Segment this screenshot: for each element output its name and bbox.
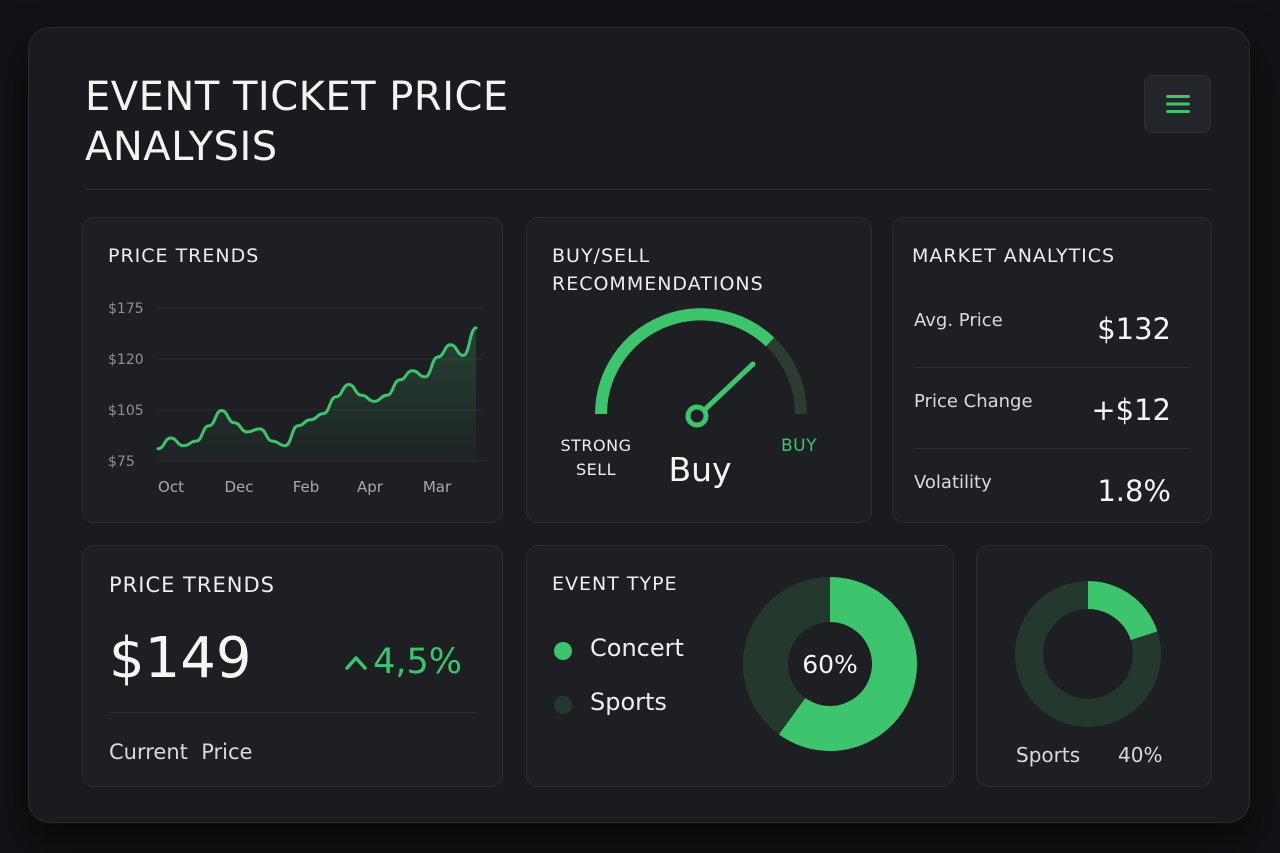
current-price-card: PRICE TRENDS $149 4,5% Current Price (82, 545, 503, 787)
donut-center-label: 60% (802, 650, 858, 679)
avg-price-label: Avg. Price (914, 310, 1003, 331)
hamburger-menu-icon (1166, 95, 1190, 113)
stat-divider (914, 448, 1190, 449)
x-tick-label: Feb (293, 478, 320, 496)
recommendation-value: Buy (668, 450, 732, 489)
donut-slice-sports (1088, 581, 1158, 641)
price-trend-area (158, 327, 476, 461)
x-tick-label: Mar (423, 478, 452, 496)
market-analytics-card: MARKET ANALYTICS Avg. Price $132 Price C… (892, 217, 1212, 523)
sports-label: Sports (1016, 743, 1081, 767)
y-tick-label: $75 (108, 454, 135, 470)
recommendation-card: BUY/SELL RECOMMENDATIONS STRONG SELL BUY… (526, 217, 872, 523)
price-trends-card: PRICE TRENDS $175 $120 $105 $75 Oct Dec Feb Ap… (82, 217, 503, 523)
gauge-left-label: STRONG SELL (560, 436, 632, 479)
price-change-percent: 4,5% (373, 642, 462, 682)
legend-label-concert: Concert (590, 634, 684, 662)
y-tick-label: $105 (108, 403, 144, 419)
card-title: BUY/SELL RECOMMENDATIONS (552, 245, 764, 295)
y-tick-label: $175 (108, 301, 144, 317)
sports-donut-chart (1015, 581, 1161, 727)
x-tick-label: Dec (224, 478, 253, 496)
card-title: EVENT TYPE (552, 573, 678, 595)
dashboard-frame: EVENT TICKET PRICE ANALYSIS PRICE TRENDS… (28, 27, 1250, 823)
donut-slice-sports (743, 577, 830, 735)
x-tick-label: Apr (357, 478, 384, 496)
legend-dot-sports (554, 696, 572, 714)
page-title: EVENT TICKET PRICE ANALYSIS (85, 74, 509, 170)
legend-dot-concert (554, 642, 572, 660)
volatility-label: Volatility (914, 472, 992, 493)
card-divider (109, 712, 477, 713)
donut-slice-concert (778, 577, 917, 751)
header-divider (85, 189, 1212, 190)
current-price-value: $149 (109, 626, 252, 691)
y-tick-label: $120 (108, 352, 144, 368)
price-change-label: Price Change (914, 391, 1033, 412)
gauge-fill (595, 308, 775, 415)
price-trend-chart: $175 $120 $105 $75 Oct Dec Feb Apr Mar (108, 301, 483, 496)
stat-divider (914, 367, 1190, 368)
caret-up-icon (345, 656, 367, 670)
sports-share-card: Sports 40% (976, 545, 1212, 787)
sports-value: 40% (1118, 743, 1163, 767)
card-title: PRICE TRENDS (109, 573, 275, 597)
avg-price-value: $132 (1097, 312, 1171, 346)
gauge-hub (685, 404, 709, 428)
price-change-indicator: 4,5% (345, 640, 462, 684)
volatility-value: 1.8% (1097, 474, 1171, 508)
menu-button[interactable] (1144, 75, 1211, 133)
card-title: MARKET ANALYTICS (912, 245, 1116, 267)
gauge-right-label: BUY (781, 436, 817, 456)
gauge-needle (695, 361, 756, 419)
gauge-track (595, 308, 807, 415)
card-title: PRICE TRENDS (108, 245, 260, 267)
donut-slice-other (1015, 581, 1161, 727)
event-type-donut-chart (743, 577, 917, 751)
recommendation-gauge (595, 308, 807, 428)
price-trend-line (156, 326, 478, 451)
current-price-label: Current Price (109, 740, 253, 764)
event-type-card: EVENT TYPE Concert Sports 60% (526, 545, 954, 787)
legend-label-sports: Sports (590, 688, 667, 716)
x-tick-label: Oct (158, 478, 184, 496)
price-change-value: +$12 (1091, 393, 1171, 427)
